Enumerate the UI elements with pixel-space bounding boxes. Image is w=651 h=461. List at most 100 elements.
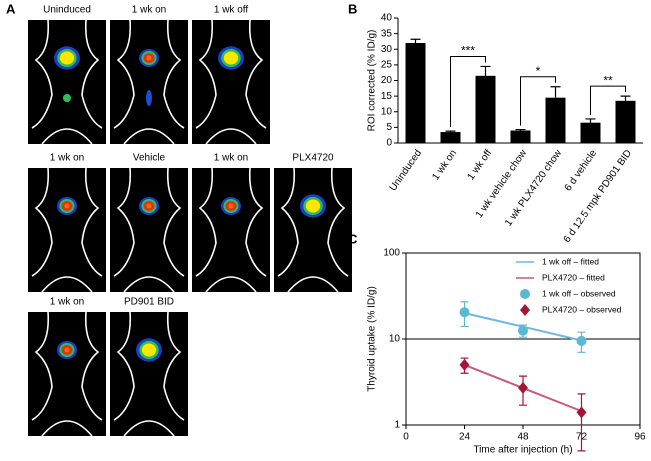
legend-marker bbox=[520, 289, 530, 299]
outline bbox=[31, 19, 53, 129]
significance-bracket bbox=[590, 85, 626, 115]
error-bar bbox=[585, 118, 596, 123]
mouse-image bbox=[192, 167, 270, 293]
image-label: 1 wk on bbox=[214, 153, 248, 164]
outline bbox=[245, 167, 267, 277]
y-tick-label: 10 bbox=[381, 106, 393, 117]
error-bar bbox=[620, 95, 631, 101]
y-axis-label: Thyroid uptake (% ID/g) bbox=[367, 286, 378, 392]
marker bbox=[459, 358, 470, 371]
signal bbox=[146, 55, 152, 61]
error-bar bbox=[515, 128, 526, 131]
signal bbox=[305, 199, 321, 213]
y-axis-label: ROI corrected (% ID/g) bbox=[367, 30, 378, 132]
image-label: 1 wk off bbox=[214, 5, 248, 16]
outline bbox=[195, 167, 217, 277]
outline bbox=[205, 128, 257, 145]
outline bbox=[245, 19, 267, 129]
image-frame bbox=[192, 20, 270, 144]
signal bbox=[64, 203, 70, 209]
marker bbox=[576, 335, 587, 346]
y-tick-label: 25 bbox=[381, 60, 393, 71]
x-tick-label: Uninduced bbox=[388, 148, 424, 193]
mouse-image bbox=[28, 167, 106, 293]
error-bar bbox=[445, 130, 456, 133]
legend-label: PLX4720 – fitted bbox=[542, 272, 605, 282]
legend-label: 1 wk off – observed bbox=[542, 288, 616, 298]
signal bbox=[228, 203, 234, 209]
outline bbox=[113, 167, 135, 277]
outline bbox=[123, 420, 175, 437]
x-tick-label: 1 wk on bbox=[430, 148, 459, 183]
y-tick-label: 35 bbox=[381, 28, 393, 39]
outline bbox=[123, 276, 175, 293]
outline bbox=[327, 167, 349, 277]
outline bbox=[195, 19, 217, 129]
legend-label: PLX4720 – observed bbox=[542, 304, 622, 314]
outline bbox=[81, 19, 103, 129]
y-tick-label: 15 bbox=[381, 91, 393, 102]
bar bbox=[615, 100, 636, 143]
image-frame bbox=[28, 312, 106, 436]
signal bbox=[146, 203, 152, 209]
image-frame bbox=[192, 168, 270, 292]
panel-label: C bbox=[348, 231, 358, 246]
significance-bracket bbox=[520, 76, 556, 126]
outline bbox=[287, 276, 339, 293]
mouse-image bbox=[110, 19, 188, 145]
mouse-image bbox=[28, 19, 106, 145]
image-frame bbox=[110, 312, 188, 436]
x-tick-label: 1 wk off bbox=[465, 148, 494, 183]
bar bbox=[475, 75, 496, 143]
x-tick-label: 6 d vehicle bbox=[563, 148, 600, 194]
image-label: Uninduced bbox=[43, 5, 91, 16]
mouse-image bbox=[28, 311, 106, 437]
bar bbox=[545, 97, 566, 143]
image-label: PD901 BID bbox=[124, 297, 174, 308]
outline bbox=[31, 167, 53, 277]
outline bbox=[163, 311, 185, 421]
significance-label: ** bbox=[603, 73, 613, 87]
y-tick-label: 40 bbox=[381, 13, 393, 24]
marker bbox=[518, 381, 528, 394]
marker bbox=[518, 325, 528, 336]
image-frame bbox=[110, 20, 188, 144]
outline bbox=[123, 128, 175, 145]
y-tick-label: 100 bbox=[383, 248, 400, 259]
outline bbox=[41, 420, 93, 437]
outline bbox=[113, 19, 135, 129]
signal bbox=[146, 90, 152, 106]
outline bbox=[41, 276, 93, 293]
outline bbox=[163, 19, 185, 129]
x-axis-label: Time after injection (h) bbox=[473, 445, 572, 456]
legend-marker bbox=[520, 304, 530, 316]
mouse-image bbox=[110, 311, 188, 437]
outline bbox=[277, 167, 299, 277]
error-bar bbox=[480, 65, 491, 76]
outline bbox=[81, 311, 103, 421]
x-tick-label: 48 bbox=[517, 432, 529, 443]
image-label: 1 wk on bbox=[132, 5, 166, 16]
significance-bracket bbox=[450, 55, 486, 128]
y-tick-label: 5 bbox=[386, 122, 392, 133]
image-label: Vehicle bbox=[133, 153, 166, 164]
x-tick-label: 96 bbox=[634, 432, 646, 443]
bar bbox=[405, 43, 426, 143]
legend-label: 1 wk off – fitted bbox=[542, 256, 599, 266]
y-tick-label: 0 bbox=[386, 138, 392, 149]
x-tick-label: 0 bbox=[403, 432, 409, 443]
significance-label: * bbox=[536, 64, 541, 78]
image-label: 1 wk on bbox=[50, 153, 84, 164]
signal bbox=[64, 347, 70, 353]
outline bbox=[205, 276, 257, 293]
signal bbox=[63, 94, 71, 102]
outline bbox=[81, 167, 103, 277]
bar bbox=[440, 132, 461, 143]
mouse-image bbox=[192, 19, 270, 145]
error-bar bbox=[577, 393, 586, 452]
mouse-image bbox=[274, 167, 352, 293]
x-tick-label: 24 bbox=[459, 432, 471, 443]
panel-label: B bbox=[348, 1, 357, 16]
y-tick-label: 1 bbox=[394, 420, 400, 431]
y-tick-label: 20 bbox=[381, 75, 393, 86]
